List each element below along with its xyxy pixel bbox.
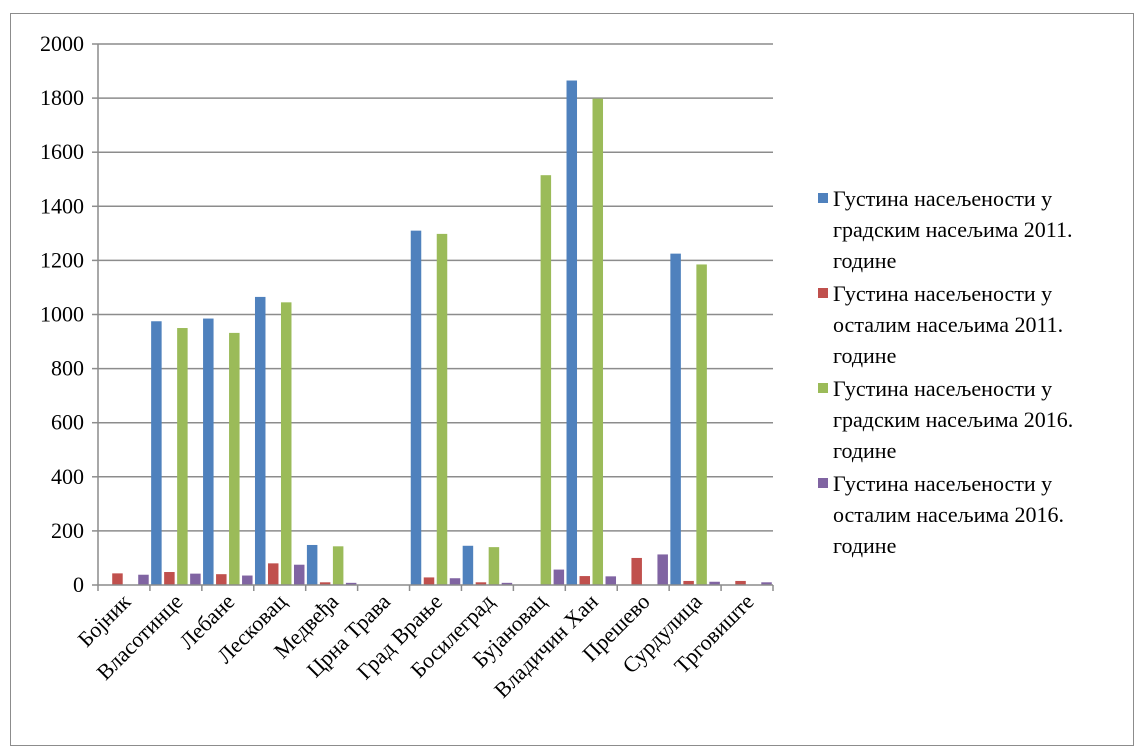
bar [345, 582, 357, 585]
bar [164, 572, 175, 585]
axes [97, 44, 774, 591]
bar [306, 544, 318, 585]
legend-item: Густина насељености у градским насељима … [815, 373, 1125, 466]
bar [112, 573, 123, 585]
bar [280, 302, 292, 585]
bar [203, 318, 214, 585]
legend-item: Густина насељености у осталим насељима 2… [815, 468, 1125, 561]
legend-item: Густина насељености у градским насељима … [815, 183, 1125, 276]
bar [696, 264, 707, 585]
legend-swatch [818, 478, 828, 488]
bar [293, 564, 305, 585]
y-tick-label: 2000 [40, 31, 84, 56]
y-tick-labels: 0 200 400 600 800 1000 1200 1400 1600 1800 2000 [40, 31, 84, 597]
bar [761, 582, 772, 585]
bar [449, 578, 461, 585]
legend-item: Густина насељености у осталим насељима 2… [815, 278, 1125, 371]
bar [540, 175, 552, 585]
bar [267, 563, 279, 585]
bar [254, 296, 266, 585]
bar [709, 581, 720, 585]
y-tick-label: 0 [73, 572, 84, 597]
bar [605, 576, 617, 585]
legend: Густина насељености у градским насељима … [815, 183, 1125, 563]
legend-swatch [818, 288, 828, 298]
bar [657, 554, 668, 585]
bar [242, 575, 253, 585]
y-tick-label: 200 [51, 518, 84, 543]
bar [216, 574, 227, 585]
y-tick-label: 1000 [40, 302, 84, 327]
x-tick-labels: БојникВласотинцеЛебанеЛесковацМедвеђаЦрн… [73, 589, 759, 703]
bar [177, 328, 188, 585]
bar [566, 80, 578, 585]
bar [501, 582, 513, 585]
bar [151, 321, 162, 585]
bar [436, 233, 448, 586]
bar [631, 557, 642, 585]
y-tick-label: 400 [51, 464, 84, 489]
legend-label: Густина насељености у осталим насељима 2… [833, 471, 1064, 558]
legend-label: Густина насељености у осталим насељима 2… [833, 281, 1064, 368]
legend-swatch [818, 383, 828, 393]
bar [462, 545, 474, 585]
legend-label: Густина насељености у градским насељима … [833, 186, 1073, 273]
bar [332, 546, 344, 585]
bar [488, 547, 500, 585]
y-tick-label: 1600 [40, 139, 84, 164]
bar [138, 574, 149, 585]
bar [319, 582, 331, 585]
bar [579, 576, 591, 585]
y-tick-label: 600 [51, 410, 84, 435]
bar [670, 253, 681, 585]
bar [553, 569, 565, 585]
bars [112, 80, 772, 586]
legend-swatch [818, 193, 828, 203]
bar [735, 580, 746, 585]
y-tick-label: 1800 [40, 85, 84, 110]
y-tick-label: 1200 [40, 247, 84, 272]
bar [229, 332, 240, 585]
bar [683, 580, 694, 585]
bar [592, 98, 604, 586]
bar [423, 577, 435, 585]
y-tick-label: 800 [51, 356, 84, 381]
bar [190, 573, 201, 585]
bar [475, 582, 487, 585]
y-tick-label: 1400 [40, 193, 84, 218]
bar [410, 230, 422, 585]
legend-label: Густина насељености у градским насељима … [833, 376, 1074, 463]
